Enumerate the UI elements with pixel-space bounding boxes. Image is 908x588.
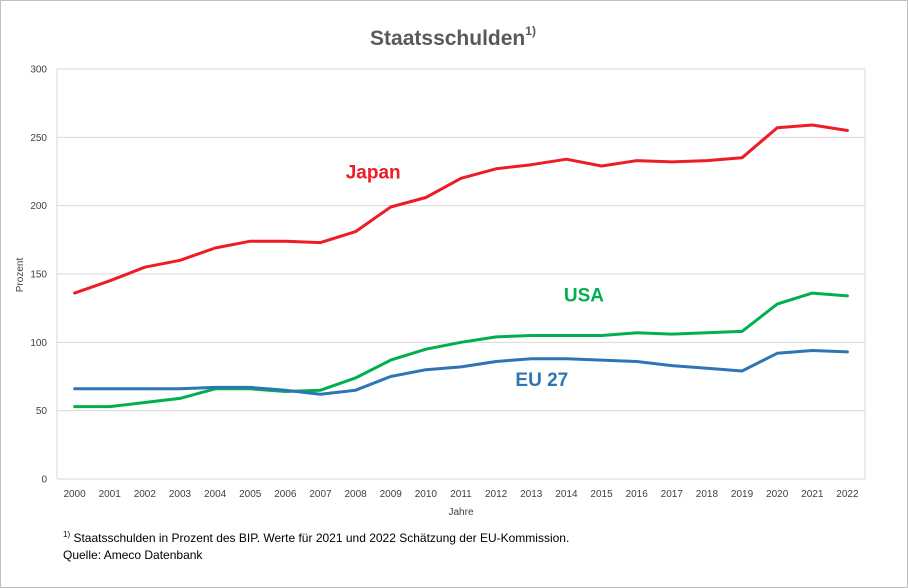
y-axis-ticks: 0 50 100 150 200 250 300	[30, 65, 47, 486]
source-note: Quelle: Ameco Datenbank	[63, 548, 203, 562]
chart-title-text: Staatsschulden	[370, 27, 526, 50]
grid-lines	[56, 68, 866, 480]
series-line-japan	[73, 123, 849, 295]
x-axis-label: Jahre	[448, 507, 473, 518]
y-tick-label: 100	[30, 338, 47, 349]
x-tick-label: 2016	[626, 489, 649, 500]
y-tick-label: 250	[30, 133, 47, 144]
series-lines	[73, 123, 849, 409]
x-tick-label: 2011	[450, 489, 472, 500]
footnote-marker: 1)	[63, 530, 71, 539]
x-tick-label: 2020	[766, 489, 789, 500]
y-tick-label: 300	[30, 65, 47, 76]
x-axis-ticks: 2000 2001 2002 2003 2004 2005 2006 2007 2008 2009…	[63, 489, 859, 500]
footnote: 1) Staatsschulden in Prozent des BIP. We…	[63, 530, 569, 545]
x-tick-label: 2001	[99, 489, 122, 500]
x-tick-label: 2018	[696, 489, 719, 500]
y-tick-label: 50	[36, 406, 48, 417]
x-tick-label: 2007	[309, 489, 332, 500]
x-tick-label: 2021	[801, 489, 824, 500]
series-label-japan: Japan	[346, 162, 401, 183]
x-tick-label: 2005	[239, 489, 262, 500]
x-tick-label: 2006	[274, 489, 297, 500]
x-tick-label: 2017	[661, 489, 684, 500]
x-tick-label: 2010	[415, 489, 438, 500]
series-line-usa	[73, 291, 849, 409]
chart-title: Staatsschulden1)	[0, 24, 906, 51]
series-label-usa: USA	[564, 285, 604, 306]
x-tick-label: 2014	[555, 489, 578, 500]
x-tick-label: 2008	[344, 489, 367, 500]
x-tick-label: 2019	[731, 489, 754, 500]
x-tick-label: 2003	[169, 489, 192, 500]
x-tick-label: 2022	[836, 489, 859, 500]
y-axis-label: Prozent	[15, 258, 26, 293]
footnote-text: Staatsschulden in Prozent des BIP. Werte…	[70, 531, 570, 545]
x-tick-label: 2013	[520, 489, 543, 500]
x-tick-label: 2004	[204, 489, 227, 500]
series-labels: Japan USA EU 27	[346, 162, 605, 391]
y-tick-label: 0	[41, 475, 47, 486]
series-label-eu-27: EU 27	[515, 370, 568, 391]
y-tick-label: 150	[30, 270, 47, 281]
series-line-eu-27	[73, 349, 849, 396]
x-tick-label: 2000	[63, 489, 86, 500]
y-tick-label: 200	[30, 201, 47, 212]
title-footnote-marker: 1)	[525, 24, 536, 38]
x-tick-label: 2015	[590, 489, 613, 500]
x-tick-label: 2002	[134, 489, 157, 500]
x-tick-label: 2012	[485, 489, 508, 500]
x-tick-label: 2009	[380, 489, 403, 500]
